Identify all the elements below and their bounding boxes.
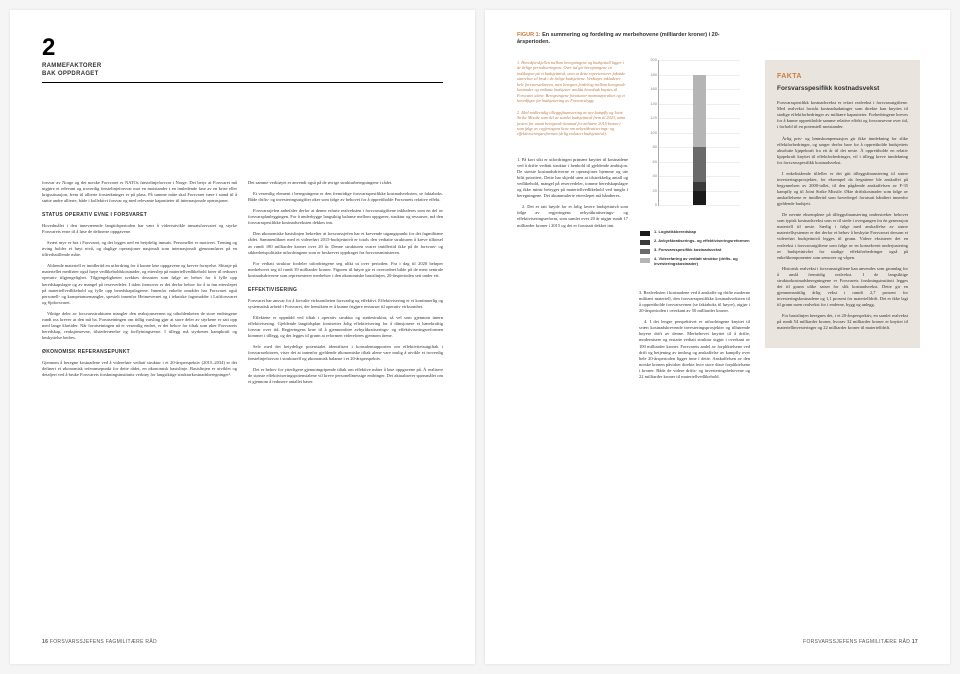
paragraph: Historisk realvekst i forsvarsutgiftene … <box>777 266 908 308</box>
ytick: 180 <box>643 72 657 77</box>
ytick: 80 <box>643 144 657 149</box>
chart-plot-area: 020406080100120140160180200 <box>658 60 740 206</box>
left-page: 2 RAMMEFAKTORER BAK OPPDRAGET forsvar av… <box>10 10 475 664</box>
legend-swatch <box>640 258 650 263</box>
left-columns: forsvar av Norge og det norske Forsvaret… <box>42 180 443 390</box>
bar-chart: 0 20 40 60 80 100 120 140 160 180 200 <box>640 60 740 220</box>
paragraph: 4. I det lengre perspektivet er utfordri… <box>639 319 750 380</box>
facts-label: FAKTA <box>777 72 908 81</box>
paragraph: Forsvaret har ansvar for å forvalte virk… <box>248 298 443 310</box>
footer-left: 16 FORSVARSSJEFENS FAGMILITÆRE RÅD <box>42 639 157 646</box>
legend-label: 2. Avbyråkratiserings- og effektiviserin… <box>654 239 750 244</box>
paragraph: 2. Det er tatt høyde for et årlig lavere… <box>517 204 628 228</box>
footer-label: FORSVARSSJEFENS FAGMILITÆRE RÅD <box>803 639 910 645</box>
ytick: 100 <box>643 130 657 135</box>
left-col-1: forsvar av Norge og det norske Forsvaret… <box>42 180 237 390</box>
paragraph: Hovedmålet i den inneværende langtidsper… <box>42 223 237 235</box>
ytick: 40 <box>643 173 657 178</box>
legend-item: 4. Videreføring av vedtatt struktur (dri… <box>640 257 760 267</box>
ytick: 60 <box>643 159 657 164</box>
paragraph: 1. På kort sikt er utfordringen primært … <box>517 157 628 199</box>
paragraph: For basislinjen beregnes det, i et 20-år… <box>777 313 908 331</box>
paragraph: Årlig pris- og lønnskompensasjon gir ikk… <box>777 136 908 166</box>
page-number: 17 <box>912 639 918 645</box>
page-number: 16 <box>42 639 48 645</box>
paragraph: Den økonomiske basislinjen bekrefter at … <box>248 231 443 255</box>
paragraph: For vedtatt struktur fordeler utfordring… <box>248 261 443 279</box>
paragraph: I enkeltstående tilfeller er det gitt ti… <box>777 171 908 207</box>
legend-swatch <box>640 249 650 254</box>
paragraph: Svært mye er bra i Forsvaret, og det leg… <box>42 240 237 258</box>
bar-segment <box>693 147 706 182</box>
section-heading: ØKONOMISK REFERANSEPUNKT <box>42 349 237 356</box>
paragraph: forsvar av Norge og det norske Forsvaret… <box>42 180 237 204</box>
legend-item: 2. Avbyråkratiserings- og effektiviserin… <box>640 239 760 245</box>
figure-title-text: En summering og fordeling av merbehovene… <box>517 32 720 45</box>
figure-caption-2: 2. Med midlertidig tilleggsfinansiering … <box>517 110 628 137</box>
paragraph: Viktige deler av forsvarsstrukturen mang… <box>42 311 237 341</box>
bar-segment <box>693 75 706 148</box>
bar-stack <box>693 75 706 205</box>
figure-caption-1: 1. Hovedforskjellen mellom beregningene … <box>517 60 628 104</box>
legend-item: 1. Logistikkberedskap <box>640 230 760 236</box>
ytick: 160 <box>643 86 657 91</box>
paragraph: Forsvarsspesifikk kostnadsvekst er erfar… <box>777 100 908 130</box>
paragraph: De nevnte eksemplene på tilleggsfinansie… <box>777 212 908 261</box>
bar-segment <box>693 191 706 206</box>
section-heading: EFFEKTIVISERING <box>248 287 443 294</box>
paragraph: 3. Realveksten i kostnadene ved å anskaf… <box>639 290 750 314</box>
footer-right: FORSVARSSJEFENS FAGMILITÆRE RÅD 17 <box>803 639 918 646</box>
ytick: 120 <box>643 115 657 120</box>
legend-label: 3. Forsvarsspesifikk kostnadsvekst <box>654 248 721 253</box>
paragraph: Selv med det betydelige potensialet iden… <box>248 344 443 362</box>
divider <box>42 82 443 83</box>
paragraph: Aldrende materiell er imidlertid en utfo… <box>42 263 237 305</box>
ytick: 140 <box>643 101 657 106</box>
legend-swatch <box>640 231 650 236</box>
paragraph: Effektene er oppnådd ved tiltak i operat… <box>248 315 443 339</box>
chapter-label-1: RAMMEFAKTORER <box>42 62 101 70</box>
legend-label: 1. Logistikkberedskap <box>654 230 696 235</box>
paragraph: Gjennom å beregne kostnadene ved å vider… <box>42 360 237 378</box>
right-page: FIGUR 1: En summering og fordeling av me… <box>485 10 950 664</box>
facts-box: FAKTA Forsvarsspesifikk kostnadsvekst Fo… <box>765 60 920 348</box>
facts-title: Forsvarsspesifikk kostnadsvekst <box>777 85 908 94</box>
figure-prefix: FIGUR 1: <box>517 32 541 38</box>
legend-label: 4. Videreføring av vedtatt struktur (dri… <box>654 257 760 267</box>
section-heading: STATUS OPERATIV EVNE I FORSVARET <box>42 212 237 219</box>
legend-swatch <box>640 240 650 245</box>
chapter-number: 2 <box>42 32 55 64</box>
right-col-1: 1. Hovedforskjellen mellom beregningene … <box>517 60 628 385</box>
paragraph: Det er behov for ytterligere gjennomgrip… <box>248 367 443 385</box>
paragraph: Forsvarssjefen anbefaler derfor at denne… <box>248 208 443 226</box>
bar-segment <box>693 182 706 191</box>
ytick: 20 <box>643 188 657 193</box>
ytick: 0 <box>643 202 657 207</box>
legend-item: 3. Forsvarsspesifikk kostnadsvekst <box>640 248 760 254</box>
chapter-label-2: BAK OPPDRAGET <box>42 70 99 78</box>
figure-title: FIGUR 1: En summering og fordeling av me… <box>517 32 747 47</box>
ytick: 200 <box>643 57 657 62</box>
footer-label: FORSVARSSJEFENS FAGMILITÆRE RÅD <box>50 639 157 645</box>
paragraph: Et vesentlig element i beregningene er d… <box>248 191 443 203</box>
paragraph: Det samme verktøyet er anvendt også på d… <box>248 180 443 186</box>
left-col-2: Det samme verktøyet er anvendt også på d… <box>248 180 443 390</box>
chart-legend: 1. Logistikkberedskap 2. Avbyråkratiserin… <box>640 230 760 270</box>
